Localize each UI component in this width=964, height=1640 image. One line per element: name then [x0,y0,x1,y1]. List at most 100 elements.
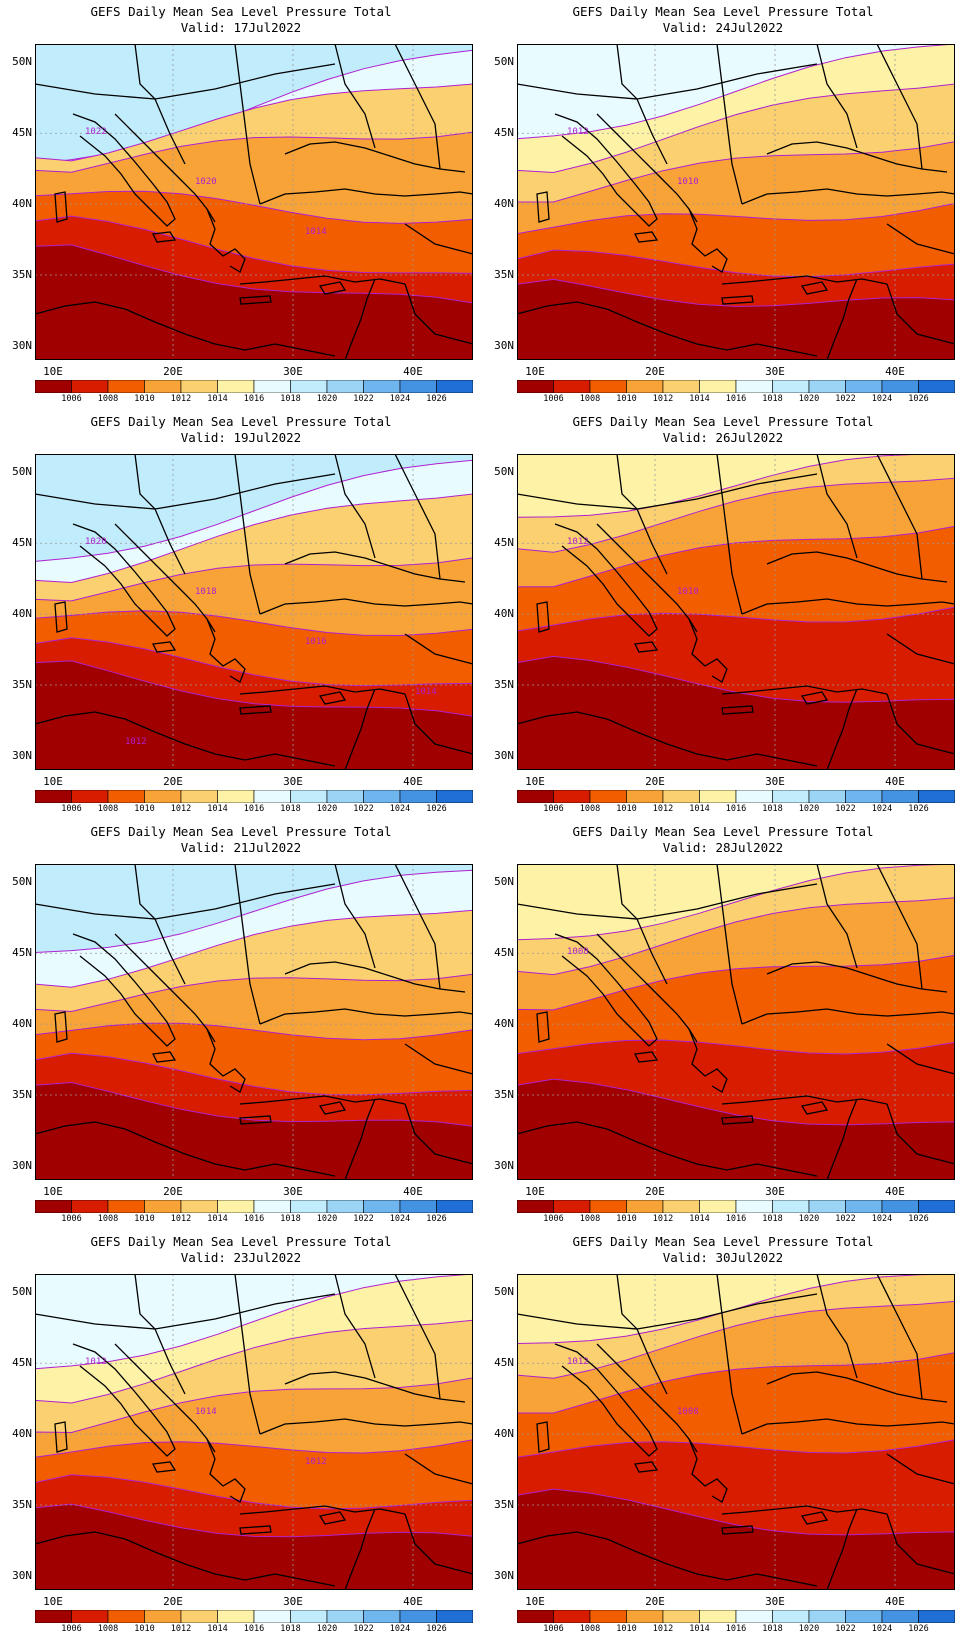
colorbar-label: 1022 [835,1214,856,1224]
lon-tick-label: 10E [43,1595,63,1608]
colorbar-label: 1024 [871,1214,893,1224]
coastline [72,1343,176,1457]
coastline [239,1115,272,1125]
contour-label: 1010 [677,587,699,597]
colorbar-swatch [881,790,919,803]
map-panel-26jul: GEFS Daily Mean Sea Level Pressure Total… [482,410,964,820]
pressure-band [35,660,473,770]
lat-tick-label: 35N [494,1087,514,1101]
colorbar-swatch [253,1200,291,1213]
lat-tick-label: 40N [494,1427,514,1441]
lat-tick-label: 30N [494,748,514,762]
colorbar-label: 1024 [389,1624,411,1634]
colorbar-label: 1012 [170,394,192,404]
coastline [616,864,668,985]
colorbar-swatch [553,380,591,393]
lon-tick-label: 20E [645,1595,665,1608]
coastline [35,1293,336,1330]
coastline [800,1511,829,1525]
lon-tick-label: 40E [403,775,423,788]
lon-tick-label: 40E [885,775,905,788]
coastline [318,1511,347,1525]
map-panel-28jul: GEFS Daily Mean Sea Level Pressure Total… [482,820,964,1230]
colorbar-label: 1024 [389,1214,411,1224]
pressure-map: 1012 1014 1012 [35,1274,473,1590]
colorbar-swatch [436,1200,473,1213]
lon-tick-label: 10E [525,365,545,378]
panel-valid-date: Valid: 19Jul2022 [180,430,302,445]
coastline [517,1121,818,1177]
coastline [334,454,376,559]
coastline [134,1274,186,1395]
coastline [876,454,923,580]
coastline [239,275,406,285]
colorbar-swatch [144,380,182,393]
coastline [404,283,473,345]
coastline [554,1343,658,1457]
lat-tick-label: 40N [494,1017,514,1031]
colorbar-label: 1018 [762,1624,783,1634]
pressure-band [35,1081,473,1180]
colorbar-label: 1020 [798,1624,820,1634]
contour-label: 1016 [305,637,327,647]
coastline [688,1438,728,1503]
colorbar-swatch [772,1610,810,1623]
colorbar-label: 1024 [389,804,411,814]
lon-tick-label: 30E [283,365,303,378]
colorbar-swatch [626,1610,664,1623]
coastline [517,63,818,100]
lat-tick-label: 35N [12,677,32,691]
coastline [284,141,466,173]
pressure-band [35,1503,473,1590]
coastline [616,44,668,165]
pressure-band [517,1488,955,1590]
colorbar-label: 1020 [798,1214,820,1224]
coastline [536,1011,550,1043]
coastline [634,1051,659,1063]
colorbar-swatch [517,380,554,393]
contour-label: 1020 [195,177,217,187]
map-panel-17jul: GEFS Daily Mean Sea Level Pressure Total… [0,0,482,410]
coastline [404,223,473,255]
lon-tick-label: 20E [163,775,183,788]
coastline [259,188,473,205]
colorbar-swatch [735,380,773,393]
coastline [72,523,176,637]
colorbar-swatch [589,1610,627,1623]
colorbar-swatch [180,380,218,393]
coastline [826,688,858,770]
coastline [886,1513,955,1575]
lon-tick-label: 20E [163,1185,183,1198]
coastline [886,223,955,255]
colorbar [517,1200,955,1213]
contour-label: 1018 [195,587,217,597]
colorbar-label: 1012 [652,804,674,814]
lon-tick-label: 10E [43,1185,63,1198]
coastline [35,301,336,357]
contour-label: 1008 [567,947,589,957]
coastline [716,44,743,205]
coastline [35,1121,336,1177]
coastline [741,188,955,205]
colorbar-swatch [735,1610,773,1623]
colorbar-swatch [253,1610,291,1623]
colorbar-swatch [326,790,364,803]
colorbar [517,380,955,393]
colorbar-label: 1020 [316,394,338,404]
lat-tick-label: 40N [12,1427,32,1441]
coastline [716,864,743,1025]
colorbar-swatch [253,380,291,393]
contour-label: 1014 [415,687,437,697]
colorbar-label: 1006 [543,394,564,404]
coastline [634,1461,659,1473]
coastline [616,1274,668,1395]
colorbar-swatch [845,380,883,393]
colorbar-swatch [436,1610,473,1623]
colorbar-swatch [699,790,737,803]
coastline [239,685,406,695]
colorbar-label: 1016 [243,1624,265,1634]
colorbar-label: 1020 [798,804,820,814]
lat-tick-label: 30N [12,1158,32,1172]
colorbar-label: 1018 [280,394,301,404]
colorbar-swatch [326,1200,364,1213]
